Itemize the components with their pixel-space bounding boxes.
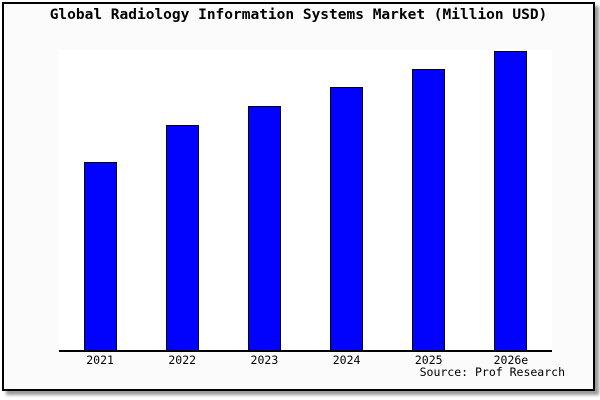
x-tick-label-2025: 2025 [414, 353, 443, 367]
chart-title: Global Radiology Information Systems Mar… [49, 7, 548, 23]
bar-2024 [330, 87, 364, 350]
bar-2023 [247, 106, 281, 350]
source-note: Source: Prof Research [419, 365, 565, 379]
x-axis-tick-labels: 2021 2022 2023 2024 2025 2026e [59, 353, 552, 369]
plot-area [59, 50, 552, 350]
chart-frame: Global Radiology Information Systems Mar… [2, 2, 595, 391]
bar-2021 [83, 162, 117, 350]
x-tick-label-2021: 2021 [86, 353, 114, 367]
bar-2025 [412, 69, 446, 350]
bar-2022 [165, 125, 199, 350]
x-tick-label-2026e: 2026e [493, 353, 529, 367]
x-tick-label-2024: 2024 [332, 353, 361, 367]
x-tick-label-2023: 2023 [250, 353, 279, 367]
x-tick-label-2022: 2022 [168, 353, 197, 367]
bar-2026e [494, 51, 528, 350]
x-axis-line [59, 350, 552, 352]
